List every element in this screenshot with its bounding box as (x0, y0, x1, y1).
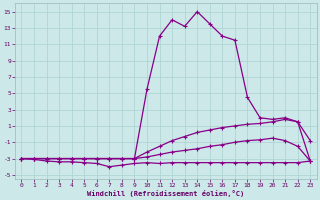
X-axis label: Windchill (Refroidissement éolien,°C): Windchill (Refroidissement éolien,°C) (87, 190, 244, 197)
